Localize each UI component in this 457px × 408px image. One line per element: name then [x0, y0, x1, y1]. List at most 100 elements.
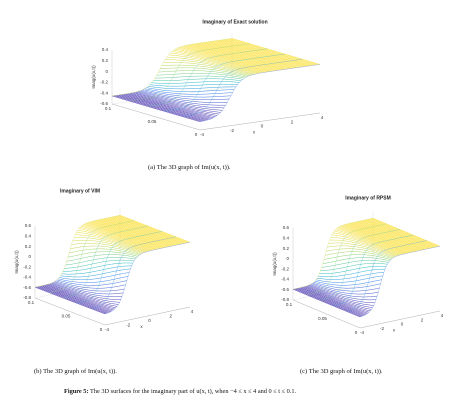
surface-line: [87, 222, 158, 250]
surface-line: [41, 285, 112, 312]
surface-line: [199, 64, 321, 122]
surface-line: [318, 268, 386, 277]
surface-line: [53, 281, 124, 295]
z-tick-label: -0.4: [281, 277, 289, 282]
surface-line: [101, 218, 172, 247]
surface-line: [142, 89, 231, 98]
x-tick-label: -2: [230, 128, 234, 133]
plot-title: Imaginary of RPSM: [345, 195, 391, 201]
surface-line: [102, 218, 174, 247]
surface-line: [62, 262, 133, 272]
surface-line: [144, 88, 233, 95]
surface-line: [135, 91, 225, 109]
x-axis-label: x: [253, 130, 256, 135]
z-axis-label: Imag(u(x,t)): [272, 252, 277, 276]
surface-line: [38, 286, 109, 313]
surface-line: [306, 285, 374, 306]
x-tick-label: -4: [105, 327, 109, 332]
x-axis-label: x: [140, 324, 143, 329]
surface-line: [65, 257, 136, 266]
surface-line: [295, 288, 363, 317]
surface-line: [305, 285, 373, 308]
surface-line: [331, 234, 399, 256]
surface-line: [154, 75, 243, 80]
plot-title: Imaginary of Exact solution: [202, 19, 267, 25]
surface-line: [230, 38, 319, 65]
surface-line: [88, 222, 159, 250]
surface-line: [346, 240, 427, 312]
z-tick-label: 0: [28, 254, 31, 259]
axis-edge: [104, 306, 191, 326]
z-tick-label: -0.6: [281, 287, 289, 292]
surface-line: [104, 242, 191, 315]
surface-line: [194, 43, 283, 70]
surface-line: [350, 222, 418, 252]
surface-line: [85, 222, 157, 250]
surface-line: [120, 94, 209, 120]
surface-line: [168, 54, 257, 75]
figure-caption: Figure 5: The 3D surfaces for the imagin…: [64, 388, 296, 395]
surface-line: [71, 242, 142, 255]
surface-line: [149, 83, 238, 87]
surface-line: [156, 73, 245, 79]
z-tick-label: 0.2: [283, 246, 290, 251]
surface-line: [96, 219, 167, 248]
surface-line: [129, 43, 250, 102]
surface-line: [202, 42, 291, 69]
surface-line: [204, 42, 293, 69]
surface-line: [185, 45, 274, 72]
surface-line: [312, 282, 380, 292]
axis-edge: [34, 297, 106, 326]
surface-line: [361, 220, 429, 249]
surface-line: [146, 87, 235, 92]
surface-line: [180, 46, 269, 72]
surface-line: [335, 229, 403, 255]
surface-line: [324, 251, 393, 259]
surface-line: [355, 221, 423, 251]
t-tick-label: 0.05: [318, 316, 327, 321]
surface-line: [60, 268, 131, 278]
t-tick-label: 0.1: [286, 302, 293, 307]
z-tick-label: 0.6: [25, 223, 32, 228]
surface-line: [363, 219, 431, 249]
z-tick-label: 0.4: [283, 235, 290, 240]
surface-line: [364, 219, 433, 249]
surface-line: [44, 284, 115, 310]
surface-line: [61, 265, 132, 275]
axis-edge: [359, 310, 441, 329]
surface-line: [319, 265, 387, 274]
surface-line: [153, 78, 242, 82]
surface-line: [369, 218, 437, 248]
surface-line: [170, 52, 259, 74]
x-tick-label: 0: [401, 322, 404, 327]
surface-line: [119, 214, 191, 243]
surface-line: [315, 275, 383, 283]
x-tick-label: 4: [441, 313, 444, 318]
surface-line: [327, 245, 395, 258]
x-tick-label: -4: [200, 132, 204, 137]
caption-b: (b) The 3D graph of Im(u(x, t)).: [34, 368, 117, 375]
surface-line: [79, 226, 150, 252]
surface-line: [34, 215, 121, 288]
surface-line: [90, 221, 161, 249]
surface-line: [147, 48, 268, 107]
surface-line: [129, 93, 218, 116]
surface-line: [360, 220, 428, 250]
surface-line: [122, 94, 211, 120]
surface-line: [326, 248, 394, 259]
z-tick-label: -0.2: [281, 266, 289, 271]
surface-line: [84, 223, 155, 250]
surface-line: [173, 49, 262, 74]
surface-line: [58, 276, 129, 283]
surface-line: [141, 90, 230, 101]
axis-edge: [292, 299, 361, 329]
surface-line: [356, 221, 425, 250]
surface-line: [354, 221, 422, 251]
surface-line: [111, 95, 201, 122]
surface-line: [189, 44, 278, 71]
surface-line: [116, 215, 187, 244]
x-axis-label: x: [393, 328, 396, 333]
surface-line: [302, 286, 370, 313]
surface-line: [83, 224, 154, 251]
